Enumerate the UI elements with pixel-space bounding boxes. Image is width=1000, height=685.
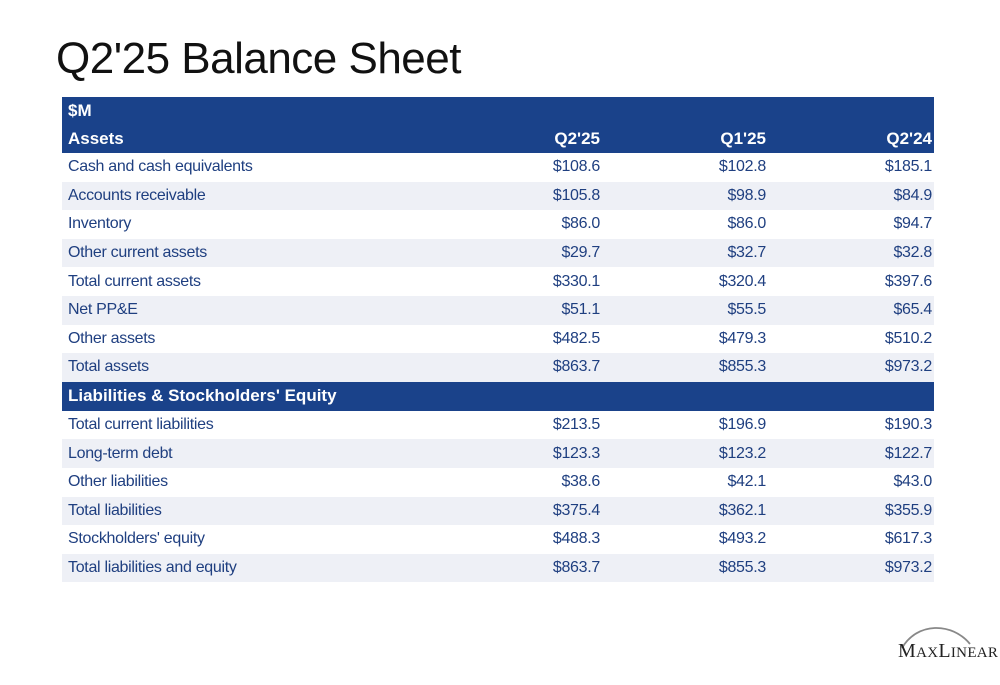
maxlinear-logo: MAXLINEAR <box>892 626 998 666</box>
row-label: Other current assets <box>68 244 207 262</box>
row-value: $43.0 <box>893 473 932 491</box>
row-value: $397.6 <box>884 272 932 290</box>
table-row: Other current assets $29.7 $32.7 $32.8 <box>62 238 934 268</box>
row-value: $86.0 <box>561 215 600 233</box>
row-value: $32.8 <box>893 244 932 262</box>
row-value: $98.9 <box>727 186 766 204</box>
row-value: $185.1 <box>884 158 932 176</box>
row-value: $123.2 <box>718 444 766 462</box>
row-value: $213.5 <box>552 416 600 434</box>
row-value: $51.1 <box>561 301 600 319</box>
table-row: Cash and cash equivalents $108.6 $102.8 … <box>62 153 934 182</box>
row-value: $65.4 <box>893 301 932 319</box>
table-row: Net PP&E $51.1 $55.5 $65.4 <box>62 295 934 325</box>
row-value: $55.5 <box>727 301 766 319</box>
row-value: $196.9 <box>718 416 766 434</box>
column-header-q2-25: Q2'25 <box>554 129 600 148</box>
row-label: Total current liabilities <box>68 416 214 434</box>
row-value: $493.2 <box>718 530 766 548</box>
row-label: Long-term debt <box>68 444 173 462</box>
column-header-q2-24: Q2'24 <box>886 129 932 148</box>
row-value: $488.3 <box>552 530 600 548</box>
row-label: Total liabilities <box>68 501 162 519</box>
row-label: Total assets <box>68 358 149 376</box>
row-value: $973.2 <box>884 559 932 577</box>
table-header: $M Assets Q2'25 Q1'25 Q2'24 <box>62 97 934 153</box>
row-label: Inventory <box>68 215 132 233</box>
row-value: $123.3 <box>552 444 600 462</box>
row-value: $482.5 <box>552 329 600 347</box>
row-value: $320.4 <box>718 272 766 290</box>
liabilities-section-label: Liabilities & Stockholders' Equity <box>68 386 337 406</box>
page-title: Q2'25 Balance Sheet <box>56 34 461 83</box>
row-value: $29.7 <box>561 244 600 262</box>
row-value: $375.4 <box>552 501 600 519</box>
table-row: Total assets $863.7 $855.3 $973.2 <box>62 353 934 382</box>
row-value: $84.9 <box>893 186 932 204</box>
row-label: Other assets <box>68 329 156 347</box>
row-value: $863.7 <box>552 358 600 376</box>
liabilities-section-header: Liabilities & Stockholders' Equity <box>62 381 934 411</box>
table-row: Other assets $482.5 $479.3 $510.2 <box>62 325 934 354</box>
row-value: $94.7 <box>893 215 932 233</box>
row-value: $362.1 <box>718 501 766 519</box>
table-row: Stockholders' equity $488.3 $493.2 $617.… <box>62 525 934 554</box>
table-row: Total liabilities and equity $863.7 $855… <box>62 553 934 583</box>
table-row: Total current assets $330.1 $320.4 $397.… <box>62 267 934 296</box>
row-label: Total liabilities and equity <box>68 559 237 577</box>
row-label: Cash and cash equivalents <box>68 158 253 176</box>
column-header-q1-25: Q1'25 <box>720 129 766 148</box>
row-value: $855.3 <box>718 559 766 577</box>
row-label: Total current assets <box>68 272 201 290</box>
table-row: Long-term debt $123.3 $123.2 $122.7 <box>62 439 934 468</box>
row-label: Other liabilities <box>68 473 168 491</box>
row-value: $42.1 <box>727 473 766 491</box>
row-value: $330.1 <box>552 272 600 290</box>
row-value: $38.6 <box>561 473 600 491</box>
row-label: Stockholders' equity <box>68 530 205 548</box>
row-value: $510.2 <box>884 329 932 347</box>
header-row: Assets Q2'25 Q1'25 Q2'24 <box>62 127 934 151</box>
table-row: Accounts receivable $105.8 $98.9 $84.9 <box>62 181 934 211</box>
row-value: $32.7 <box>727 244 766 262</box>
row-label: Accounts receivable <box>68 186 206 204</box>
table-row: Total current liabilities $213.5 $196.9 … <box>62 411 934 440</box>
row-value: $105.8 <box>552 186 600 204</box>
row-value: $122.7 <box>884 444 932 462</box>
row-value: $108.6 <box>552 158 600 176</box>
row-value: $190.3 <box>884 416 932 434</box>
table-row: Inventory $86.0 $86.0 $94.7 <box>62 210 934 239</box>
row-value: $855.3 <box>718 358 766 376</box>
balance-sheet-table: $M Assets Q2'25 Q1'25 Q2'24 Cash and cas… <box>62 97 934 583</box>
row-value: $973.2 <box>884 358 932 376</box>
row-value: $863.7 <box>552 559 600 577</box>
logo-arc-icon <box>901 627 971 649</box>
unit-label: $M <box>68 101 92 120</box>
row-value: $355.9 <box>884 501 932 519</box>
assets-section-label: Assets <box>68 129 124 148</box>
row-value: $617.3 <box>884 530 932 548</box>
row-value: $86.0 <box>727 215 766 233</box>
logo-wordmark: MAXLINEAR <box>898 640 999 662</box>
row-label: Net PP&E <box>68 301 138 319</box>
row-value: $102.8 <box>718 158 766 176</box>
table-row: Other liabilities $38.6 $42.1 $43.0 <box>62 468 934 497</box>
row-value: $479.3 <box>718 329 766 347</box>
table-row: Total liabilities $375.4 $362.1 $355.9 <box>62 496 934 526</box>
